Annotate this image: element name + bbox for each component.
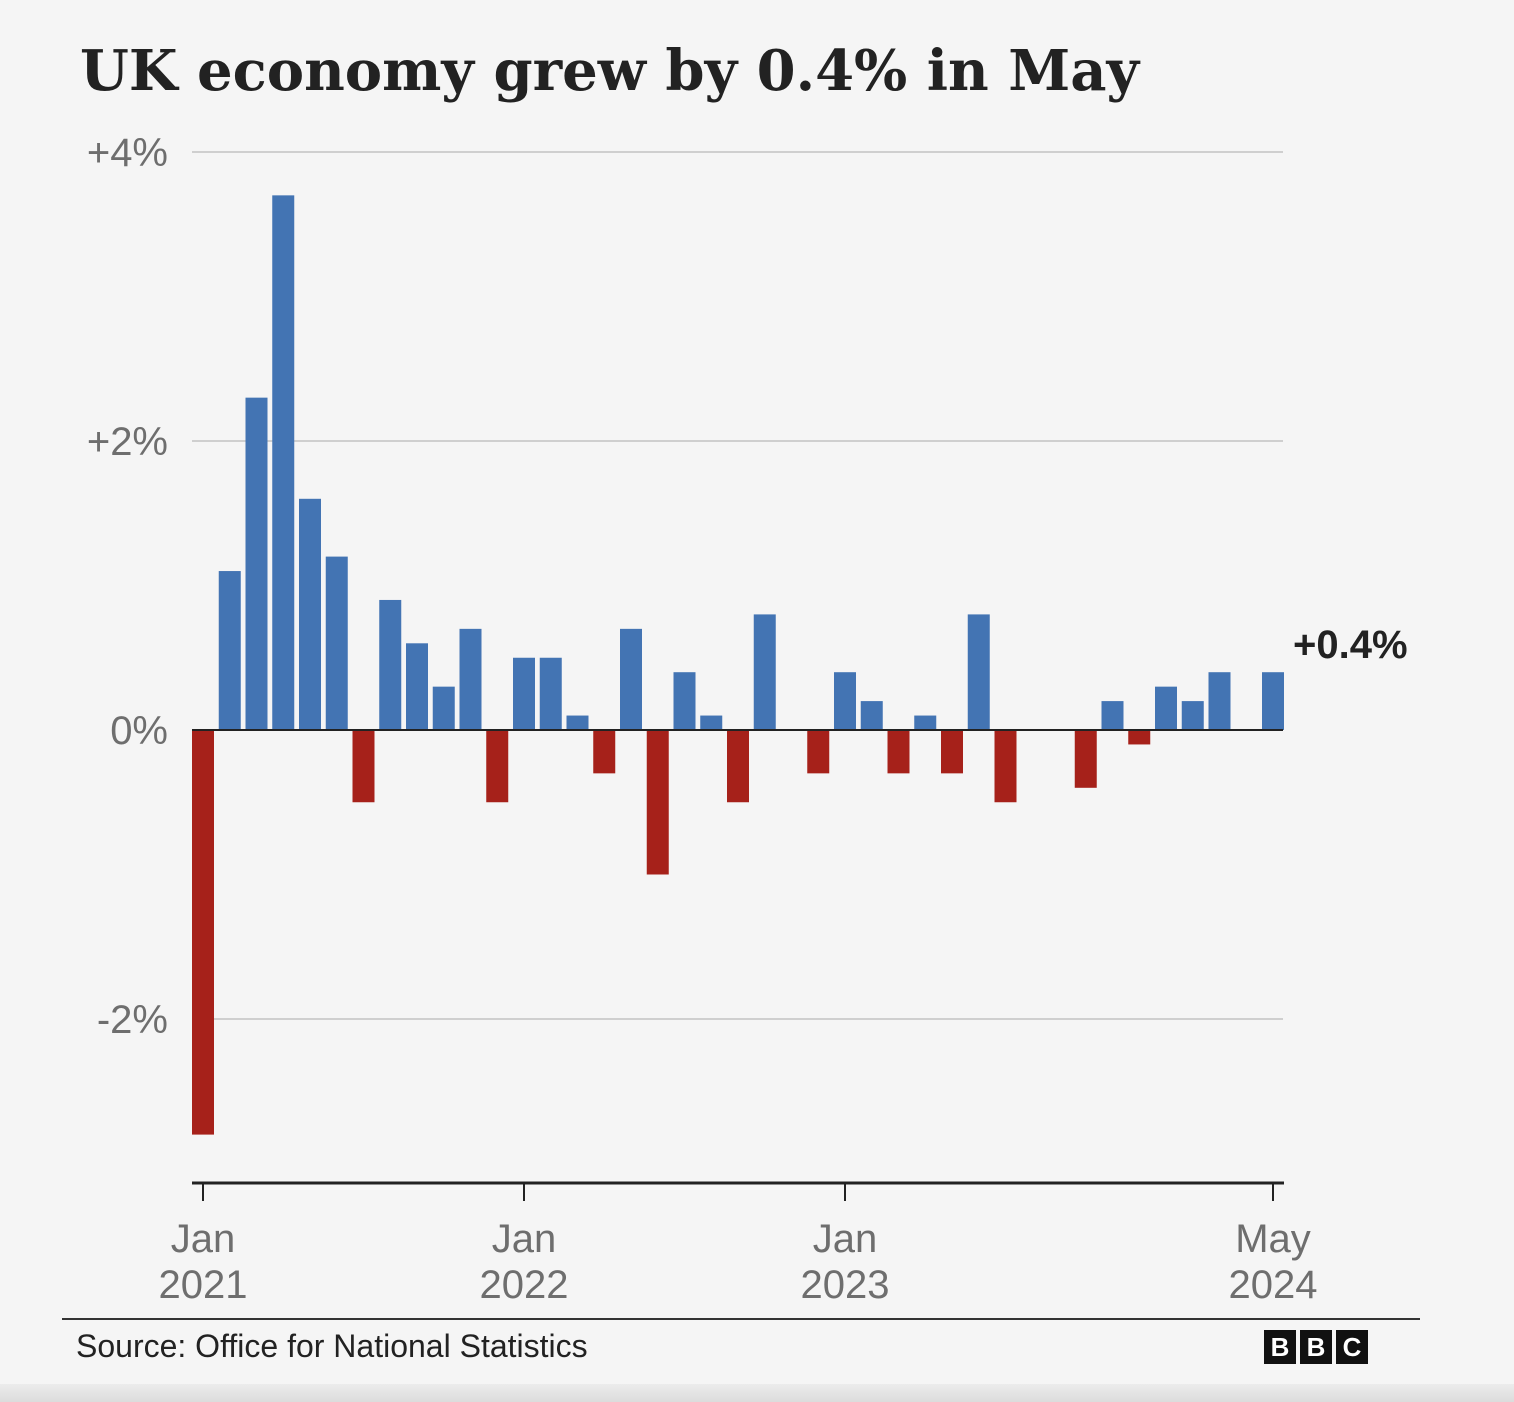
bar [539,657,562,730]
x-tick-label-year: 2023 [801,1263,890,1307]
y-tick-label: +2% [87,420,168,464]
bar [432,686,455,730]
bar [727,730,749,803]
bar [192,730,214,1135]
bar [459,628,482,730]
bars [192,195,1284,1135]
bar [1101,701,1124,730]
bar [379,599,402,730]
bar [513,657,535,730]
bar [325,556,348,730]
bar [646,730,669,875]
x-tick-label-month: Jan [813,1217,878,1261]
bar [1181,701,1204,730]
x-tick-label-month: Jan [492,1217,557,1261]
bbc-logo-block: B [1264,1330,1296,1364]
bar [299,498,321,730]
chart-title: UK economy grew by 0.4% in May [80,38,1140,104]
x-tick-label-year: 2021 [159,1263,248,1307]
y-tick-label: 0% [110,709,168,753]
bar [486,730,509,803]
bar [860,701,883,730]
x-tick-label-month: Jan [171,1217,236,1261]
latest-value-label: +0.4% [1293,623,1408,667]
bar [967,614,990,730]
bar [272,195,295,731]
bar [1074,730,1097,788]
bar [700,715,723,730]
bar [245,397,268,730]
bar [753,614,776,730]
bar [941,730,963,774]
y-tick-label: +4% [87,131,168,175]
bar [352,730,375,803]
bar [1128,730,1151,745]
bar [406,643,428,730]
page-bottom-edge [0,1384,1514,1402]
source-note: Source: Office for National Statistics [76,1328,588,1364]
bbc-logo: B B C [1264,1330,1368,1364]
x-tick-label-month: May [1235,1217,1311,1261]
bar [593,730,616,774]
bar [1262,672,1284,730]
bar [1208,672,1231,730]
tick-labels: +4%+2%0%-2%Jan2021Jan2022Jan2023May2024+… [87,131,1408,1307]
bar [1155,686,1177,730]
bar [914,715,937,730]
bar [566,715,589,730]
bar-chart: +4%+2%0%-2%Jan2021Jan2022Jan2023May2024+… [87,131,1408,1307]
gridlines [192,151,1283,1020]
x-tick-label-year: 2024 [1229,1263,1318,1307]
bar [887,730,910,774]
bar [673,672,696,730]
bbc-logo-block: C [1336,1330,1368,1364]
bar [620,628,642,730]
y-tick-label: -2% [97,998,168,1042]
bar [834,672,856,730]
footer-divider [62,1318,1420,1320]
x-axis [192,729,1284,1201]
x-tick-label-year: 2022 [480,1263,569,1307]
bar [807,730,830,774]
bar [218,571,241,730]
bar [994,730,1017,803]
bbc-logo-block: B [1300,1330,1332,1364]
